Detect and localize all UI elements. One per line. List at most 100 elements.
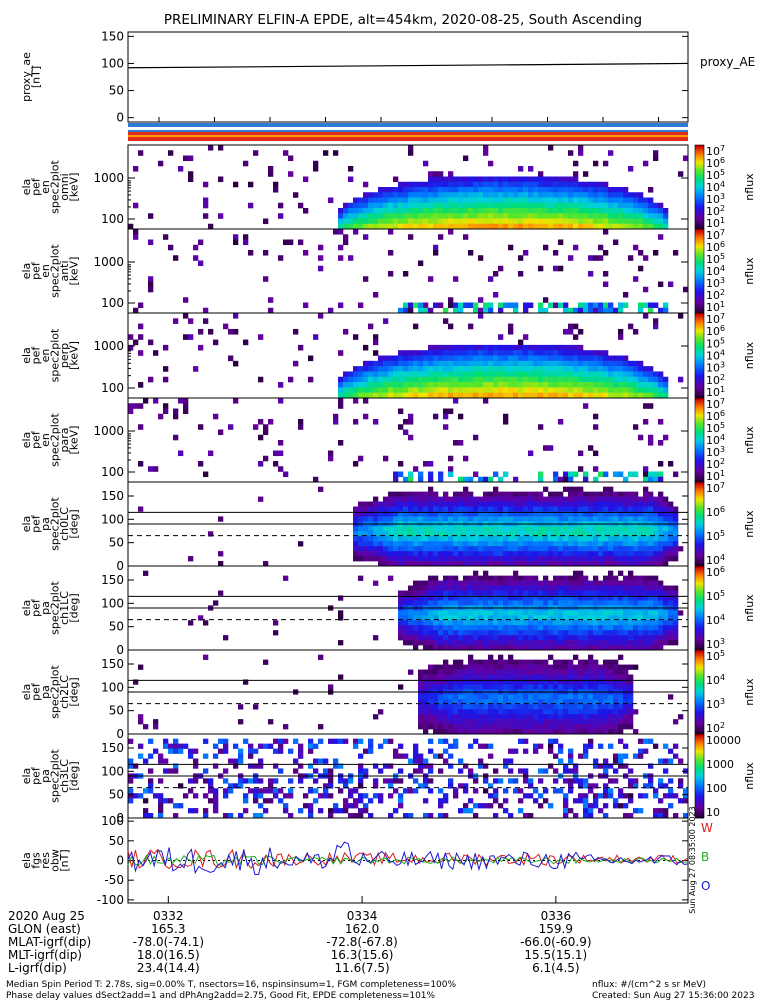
pef_pa_ch0-cell [403,541,409,547]
pef_pa_ch1-cell [663,635,669,641]
pef_pa_ch0-cell [398,496,404,502]
pef_spec_2-cell [363,382,369,388]
pef_pa_ch2-cell [518,719,524,725]
pef_spec_0-colorbar-segment [695,147,704,150]
pef_pa_ch0-cell [483,496,489,502]
pef_pa_ch0-cell [533,501,539,507]
pef_pa_ch1-cell [548,625,554,631]
pef_pa_ch3-cell [413,748,419,754]
pef_spec_2-cell [643,387,649,393]
pef_spec_2-cell [593,376,599,383]
pef_pa_ch3-cell [523,778,529,784]
fgs_res-ytick-label-2: 0 [116,854,124,868]
pef_spec_1-cell [138,302,144,309]
pef_spec_0-cell [608,223,614,230]
pef_pa_ch1-cell [553,595,559,601]
pef_pa_ch3-cell [678,778,684,784]
pef_spec_0-cell [148,213,154,219]
pef_spec_2-cell [468,376,474,383]
pef_pa_ch1-cell [668,610,674,616]
pef_pa_ch3-cell [343,798,349,804]
pef_spec_0-cell [683,155,689,162]
pef_spec_2-cell [588,355,594,362]
pef_pa_ch0-cell [503,491,509,497]
pef_pa_ch2-cell [418,714,424,720]
pef_spec_3-cell [538,424,544,430]
pef_pa_ch2-cell [523,669,529,675]
pef_pa_ch2-cell [558,724,564,730]
pef_spec_0-cell [538,171,544,177]
pef_pa_ch1-cell [473,625,479,631]
pef_pa_ch2-cell [448,694,454,700]
pef_pa_ch2-cell [473,724,479,730]
pef_spec_1-cell [403,307,409,314]
pef_pa_ch0-cell [648,511,654,517]
pef_pa_ch3-cell [298,778,304,784]
pef_pa_ch0-cell [553,531,559,537]
pef_spec_2-cell [373,371,379,378]
pef_pa_ch0-cell [393,516,399,522]
pef_spec_0-cell [538,208,544,214]
pef_pa_ch0-cell [458,546,464,552]
pef_pa_ch2-cell [138,719,144,725]
pef_pa_ch2-cell [453,709,459,715]
pef_pa_ch0-cell [613,496,619,502]
pef_pa_ch3-cell [508,768,514,774]
pef_pa_ch3-cell [603,763,609,769]
pef_pa_ch0-cell [373,536,379,542]
pef_pa_ch3-cell [393,753,399,759]
pef_pa_ch1-cell [463,575,469,581]
pef_spec_2-cell [513,355,519,362]
pef_spec_3-cell [353,419,359,425]
pef_pa_ch1-cell [648,625,654,631]
pef_spec_0-cell [538,192,544,198]
pef_pa_ch1-cell [488,610,494,616]
pef_pa_ch2-cell [508,669,514,675]
pef_pa_ch0-cell [658,556,664,562]
pef_pa_ch1-cell [648,630,654,636]
pef_spec_2-cell [608,387,614,393]
pef_pa_ch1-cell [488,625,494,631]
pef_pa_ch2-cell [608,704,614,710]
pef_pa_ch0-cell [608,516,614,522]
pef_pa_ch3-cell [148,738,154,744]
pef_pa_ch0-cell [628,536,634,542]
pef_pa_ch2-cell [558,664,564,670]
pef_pa_ch1-cell [493,600,499,606]
pef_pa_ch3-cell [573,768,579,774]
pef_spec_2-cell [448,344,454,351]
pef_spec_1-cell [448,229,454,235]
pef_pa_ch0-cell [418,551,424,557]
pef_pa_ch0-cell [418,491,424,497]
pef_pa_ch1-cell [473,595,479,601]
pef_spec_0-cell [653,150,659,156]
pef_pa_ch1-cell [443,585,449,591]
pef_pa_ch2-cell [443,684,449,690]
pef_pa_ch0-cell [528,501,534,507]
pef_pa_ch3-cell [468,768,474,774]
pef_pa_ch3-cell [588,813,594,819]
pef_pa_ch0-cell [433,496,439,502]
pef_pa_ch0-cell [573,541,579,547]
pef_spec_2-cell [298,344,304,351]
pef_pa_ch0-cell [528,516,534,522]
pef_spec_0-cell [653,202,659,209]
pef_spec_2-cell [453,350,459,356]
pef_pa_ch1-cell [523,635,529,641]
pef_spec_0-cell [373,223,379,230]
pef_spec_2-cell [548,382,554,388]
pef_pa_ch0-cell [608,501,614,507]
pef_spec_0-ylabel-4: omni [58,173,71,200]
pef_pa_ch2-cell [433,674,439,680]
pef_spec_3-cell [298,424,304,430]
pef_pa_ch3-cell [173,803,179,809]
pef_pa_ch1-cell [533,625,539,631]
pef_spec_2-cell [608,371,614,378]
pef_spec_0-cell [393,213,399,219]
pef_spec_0-cell [503,192,509,198]
pef_pa_ch3-cell [583,783,589,789]
pef_spec_0-cell [393,197,399,204]
pef_pa_ch3-cell [413,753,419,759]
pef_pa_ch3-cell [313,788,319,794]
pef_pa_ch1-cell [143,570,149,576]
